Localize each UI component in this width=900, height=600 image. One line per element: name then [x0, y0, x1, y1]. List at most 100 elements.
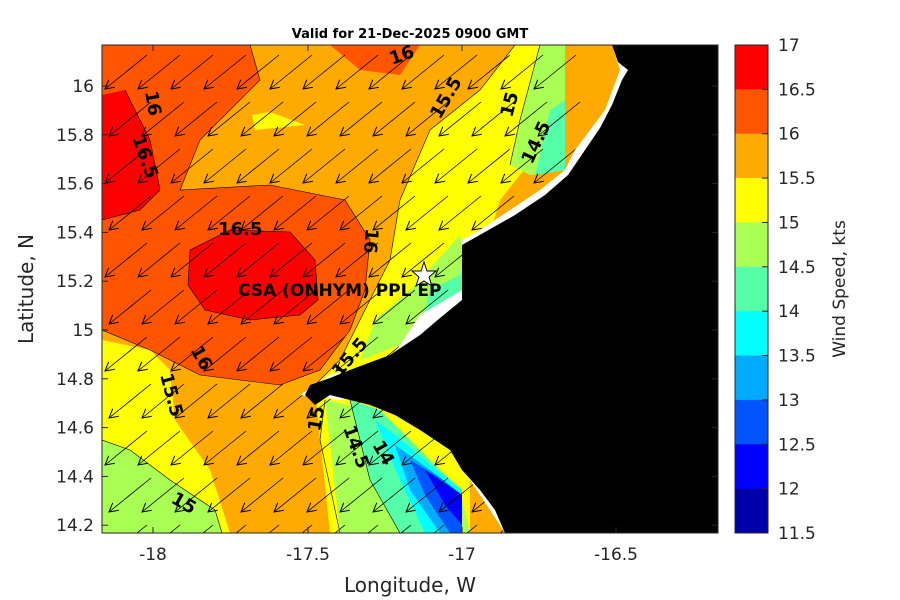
wind-arrow — [270, 54, 313, 89]
wind-arrow — [208, 195, 251, 230]
wind-arrow — [208, 289, 251, 324]
site-star-icon[interactable] — [410, 260, 438, 288]
wind-arrow — [171, 54, 214, 89]
y-tick-label: 15.6 — [56, 175, 94, 195]
contour-fill-13 — [410, 460, 462, 533]
wind-arrow — [175, 383, 218, 418]
wind-arrow — [501, 148, 544, 183]
wind-arrow — [208, 101, 251, 136]
wind-arrow — [204, 430, 247, 465]
wind-arrow — [235, 524, 247, 533]
colorbar-label: Wind Speed, kts — [830, 220, 850, 358]
wind-arrow — [241, 477, 284, 512]
wind-arrow — [303, 148, 346, 183]
wind-arrow — [202, 524, 214, 533]
wind-arrow — [270, 148, 313, 183]
wind-arrow — [204, 336, 247, 371]
colorbar-tick-label: 12 — [778, 480, 800, 500]
wind-arrow — [105, 430, 148, 465]
colorbar-ticks: 17 16.5 16 15.5 15 14.5 14 13.5 13 12.5 12 11.5 — [762, 36, 816, 544]
wind-arrow — [534, 54, 577, 89]
wind-arrow — [237, 336, 280, 371]
map-area — [102, 45, 718, 533]
contour-fill-15a — [102, 440, 222, 533]
colorbar-segment — [735, 178, 768, 223]
colorbar-segment — [735, 399, 768, 445]
contour-fill-17b — [188, 230, 318, 320]
colorbar — [735, 45, 768, 534]
wind-arrow — [109, 477, 152, 512]
wind-arrow — [402, 54, 445, 89]
y-axis-ticks: 16 15.8 15.6 15.4 15.2 15 14.8 14.6 14.4 14.2 — [56, 77, 718, 536]
colorbar-segment — [735, 266, 768, 312]
wind-arrow — [534, 148, 577, 183]
wind-arrow — [439, 195, 482, 230]
contour-label: 16 — [140, 89, 165, 117]
y-tick-label: 15 — [72, 321, 94, 341]
colorbar-tick-label: 17 — [778, 36, 800, 56]
colorbar-segment — [735, 222, 768, 268]
wind-arrow — [241, 101, 284, 136]
wind-arrow — [538, 101, 581, 136]
wind-arrow — [268, 524, 280, 533]
colorbar-segment — [735, 355, 768, 401]
colorbar-segment — [735, 89, 768, 135]
wind-arrow — [435, 148, 478, 183]
wind-arrow — [369, 430, 412, 465]
wind-arrow — [270, 336, 313, 371]
wind-arrow — [171, 148, 214, 183]
colorbar-tick-label: 13.5 — [778, 347, 816, 367]
y-tick-label: 15.2 — [56, 272, 94, 292]
x-tick-label: -18 — [139, 545, 167, 565]
wind-arrow — [175, 101, 218, 136]
contour-label: 16 — [359, 228, 382, 255]
wind-arrow — [340, 195, 383, 230]
wind-arrow — [369, 148, 412, 183]
wind-arrow — [505, 101, 548, 136]
colorbar-tick-label: 16 — [778, 125, 800, 145]
colorbar-tick-label: 12.5 — [778, 435, 816, 455]
wind-arrow — [373, 289, 416, 324]
wind-arrow — [336, 430, 379, 465]
colorbar-tick-label: 11.5 — [778, 524, 816, 544]
wind-arrow — [138, 242, 181, 277]
contour-fill-16-5b — [330, 45, 420, 75]
colorbar-tick-label: 16.5 — [778, 80, 816, 100]
y-axis-label: Latitude, N — [14, 234, 38, 344]
wind-arrow — [208, 383, 251, 418]
wind-arrow — [400, 524, 412, 533]
wind-arrow — [241, 195, 284, 230]
x-tick-label: -17.5 — [286, 545, 330, 565]
wind-arrow — [373, 477, 416, 512]
y-tick-label: 14.2 — [56, 516, 94, 536]
wind-arrow — [373, 195, 416, 230]
wind-arrow — [307, 101, 350, 136]
wind-arrow — [301, 524, 313, 533]
wind-arrow — [274, 477, 317, 512]
wind-arrow — [175, 195, 218, 230]
wind-arrow — [307, 195, 350, 230]
wind-arrow — [270, 430, 313, 465]
y-tick-label: 16 — [72, 77, 94, 97]
wind-arrow — [237, 242, 280, 277]
wind-arrow — [109, 383, 152, 418]
wind-arrow — [373, 101, 416, 136]
wind-arrow — [142, 383, 185, 418]
wind-arrow — [142, 195, 185, 230]
wind-arrow — [138, 148, 181, 183]
map-title: Valid for 21-Dec-2025 0900 GMT — [292, 27, 529, 42]
wind-arrow — [466, 524, 478, 533]
wind-arrow — [336, 148, 379, 183]
x-tick-label: -17 — [448, 545, 476, 565]
wind-arrow — [142, 477, 185, 512]
wind-arrow — [369, 54, 412, 89]
colorbar-segment — [735, 311, 768, 357]
wind-arrow — [406, 477, 449, 512]
colorbar-segment — [735, 133, 768, 179]
wind-arrow — [105, 54, 148, 89]
colorbar-segment — [735, 488, 768, 534]
colorbar-tick-label: 13 — [778, 391, 800, 411]
wind-arrow — [142, 289, 185, 324]
wind-arrow — [336, 54, 379, 89]
wind-arrow — [204, 54, 247, 89]
